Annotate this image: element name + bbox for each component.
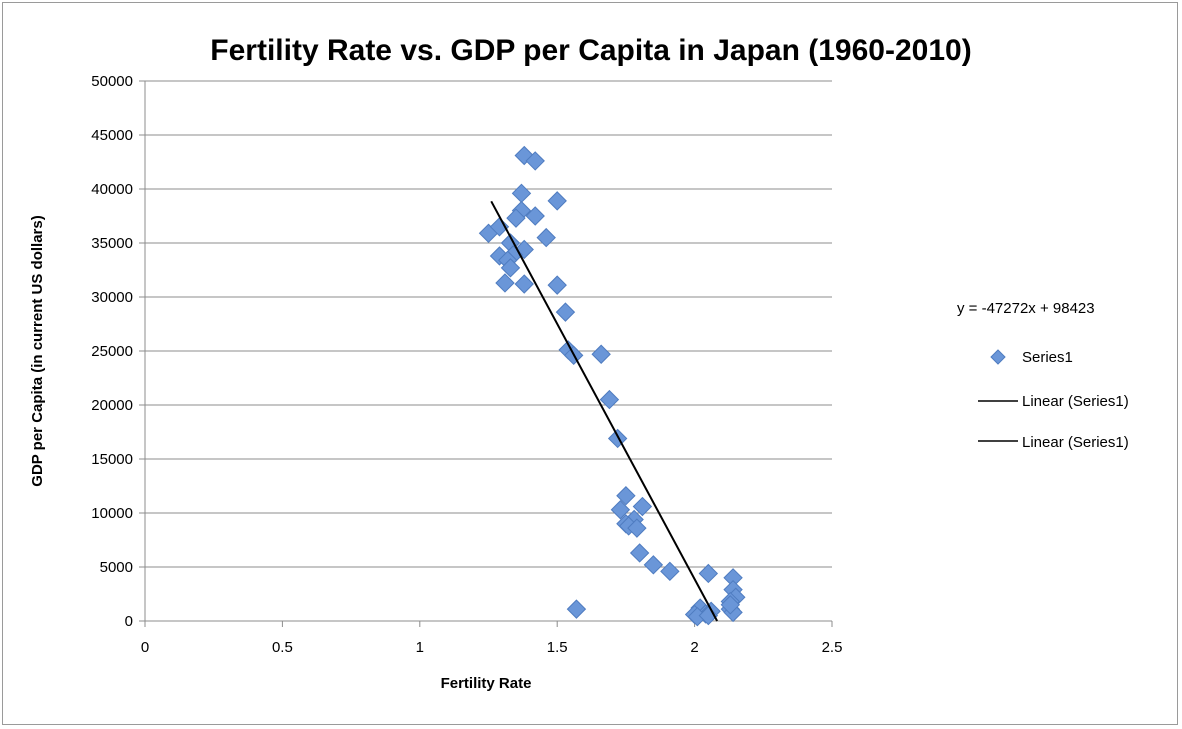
trendline [490,200,719,622]
x-tick-label: 1 [416,639,424,656]
data-point [514,274,534,294]
x-tick-label: 0.5 [272,639,293,656]
legend-label-series1: Series1 [1022,349,1073,366]
legend-marker-series1 [990,349,1006,365]
y-tick-label: 40000 [91,181,133,198]
chart-title: Fertility Rate vs. GDP per Capita in Jap… [210,34,971,67]
data-point [495,273,515,293]
legend-label-linear-1: Linear (Series1) [1022,393,1129,410]
gridlines [139,80,833,627]
data-points [478,145,746,627]
data-point [536,227,556,248]
data-point [500,258,521,278]
y-tick-label: 10000 [91,505,133,522]
y-tick-label: 45000 [91,127,133,144]
legend: Series1 Linear (Series1) Linear (Series1… [978,349,1129,451]
data-point [591,344,611,364]
data-point [698,563,719,584]
y-tick-label: 0 [125,613,133,630]
data-point [525,151,545,171]
data-point [643,555,664,575]
data-point [547,191,567,211]
data-point [632,496,653,517]
y-tick-label: 30000 [91,289,133,306]
y-axis-label: GDP per Capita (in current US dollars) [29,215,46,486]
trendline-equation: y = -47272x + 98423 [957,300,1095,317]
y-tick-label: 50000 [91,73,133,90]
x-tick-label: 0 [141,639,149,656]
data-point [607,428,628,449]
data-point [627,518,647,538]
x-axis-label: Fertility Rate [441,675,532,692]
x-tick-labels: 0 0.5 1 1.5 2 2.5 [141,639,843,656]
y-tick-labels: 0 5000 10000 15000 20000 25000 30000 35000 40000… [91,73,133,630]
x-tick-label: 2 [690,639,698,656]
data-point [566,599,587,619]
data-point [547,275,567,295]
y-tick-label: 35000 [91,235,133,252]
y-tick-label: 15000 [91,451,133,468]
data-point [629,543,650,563]
data-point [610,500,631,520]
data-point [506,208,526,228]
data-point [525,206,545,226]
y-tick-label: 25000 [91,343,133,360]
y-tick-label: 20000 [91,397,133,414]
y-tick-label: 5000 [100,559,133,576]
data-point [489,217,510,237]
data-point [511,183,532,204]
data-point [660,561,680,582]
legend-label-linear-2: Linear (Series1) [1022,434,1129,451]
x-tick-label: 2.5 [822,639,843,656]
x-tick-label: 1.5 [547,639,568,656]
data-point [599,389,620,410]
data-point [555,302,576,322]
data-point [720,595,741,615]
data-point [616,486,636,506]
